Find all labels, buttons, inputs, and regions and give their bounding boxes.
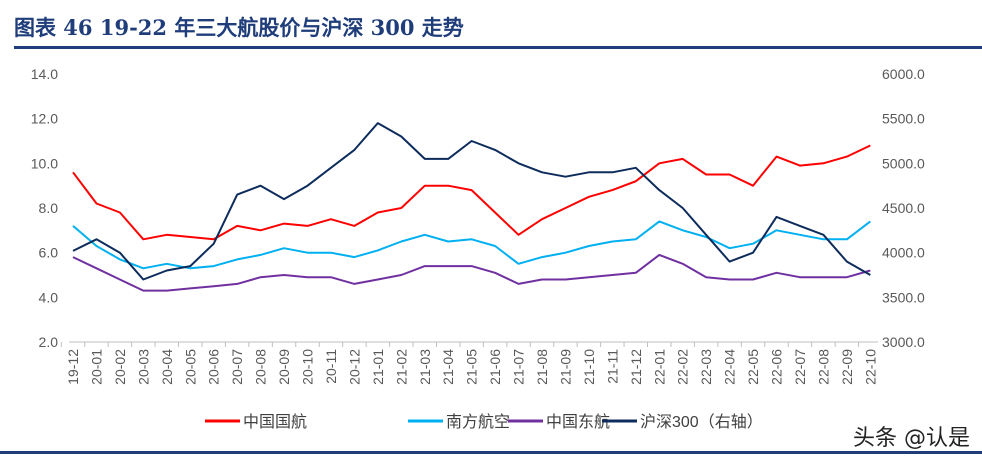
x-tick-label: 21-07 xyxy=(511,349,527,385)
x-tick-label: 21-06 xyxy=(487,349,503,385)
legend-label: 沪深300（右轴） xyxy=(640,413,763,431)
left-tick-label: 8.0 xyxy=(39,200,59,216)
right-tick-label: 4500.0 xyxy=(882,200,925,216)
x-tick-label: 22-10 xyxy=(862,349,878,385)
x-tick-label: 21-12 xyxy=(628,349,644,385)
x-tick-label: 22-06 xyxy=(769,349,785,385)
series-line-1 xyxy=(72,220,871,270)
x-tick-label: 20-10 xyxy=(300,349,316,385)
series-line-0 xyxy=(72,144,871,241)
left-tick-label: 4.0 xyxy=(39,289,59,305)
x-tick-label: 20-09 xyxy=(276,349,292,385)
x-tick-label: 21-01 xyxy=(370,349,386,385)
right-tick-label: 5500.0 xyxy=(882,111,925,127)
x-tick-label: 22-08 xyxy=(815,349,831,385)
x-tick-label: 21-09 xyxy=(557,349,573,385)
x-tick-label: 22-07 xyxy=(792,349,808,385)
series-line-3 xyxy=(72,122,871,281)
x-tick-label: 22-09 xyxy=(839,349,855,385)
x-tick-label: 22-01 xyxy=(651,349,667,385)
x-tick-label: 22-03 xyxy=(698,349,714,385)
x-tick-label: 22-05 xyxy=(745,349,761,385)
legend-label: 中国国航 xyxy=(243,413,307,431)
x-tick-label: 20-01 xyxy=(88,349,104,385)
right-tick-label: 3000.0 xyxy=(882,334,925,350)
series-line-2 xyxy=(72,253,871,292)
x-tick-label: 22-02 xyxy=(675,349,691,385)
x-tick-label: 21-08 xyxy=(534,349,550,385)
x-tick-label: 21-03 xyxy=(417,349,433,385)
x-tick-label: 21-10 xyxy=(581,349,597,385)
x-tick-label: 20-02 xyxy=(112,349,128,385)
x-tick-label: 20-03 xyxy=(135,349,151,385)
x-tick-label: 21-04 xyxy=(440,349,456,385)
left-tick-label: 12.0 xyxy=(31,111,58,127)
legend-label: 南方航空 xyxy=(446,413,510,431)
legend-label: 中国东航 xyxy=(546,413,610,431)
x-tick-label: 22-04 xyxy=(722,349,738,385)
x-tick-label: 20-11 xyxy=(323,349,339,384)
title-divider xyxy=(14,46,982,49)
x-tick-label: 20-08 xyxy=(253,349,269,385)
x-tick-label: 21-05 xyxy=(464,349,480,385)
left-tick-label: 10.0 xyxy=(31,155,58,171)
right-tick-label: 6000.0 xyxy=(882,66,925,82)
x-tick-label: 21-11 xyxy=(604,349,620,384)
x-tick-label: 19-12 xyxy=(65,349,81,385)
left-tick-label: 6.0 xyxy=(39,245,59,261)
right-tick-label: 4000.0 xyxy=(882,245,925,261)
figure-title: 图表 46 19-22 年三大航股价与沪深 300 走势 xyxy=(14,15,464,40)
x-tick-label: 20-07 xyxy=(229,349,245,385)
x-tick-label: 20-05 xyxy=(182,349,198,385)
left-tick-label: 2.0 xyxy=(39,334,59,350)
x-tick-label: 20-06 xyxy=(206,349,222,385)
left-tick-label: 14.0 xyxy=(31,66,58,82)
right-tick-label: 3500.0 xyxy=(882,289,925,305)
x-tick-label: 21-02 xyxy=(393,349,409,385)
watermark: 头条 @认是 xyxy=(853,426,970,451)
bottom-divider xyxy=(0,451,982,454)
x-tick-label: 20-04 xyxy=(159,349,175,385)
right-tick-label: 5000.0 xyxy=(882,155,925,171)
x-tick-label: 20-12 xyxy=(346,349,362,385)
